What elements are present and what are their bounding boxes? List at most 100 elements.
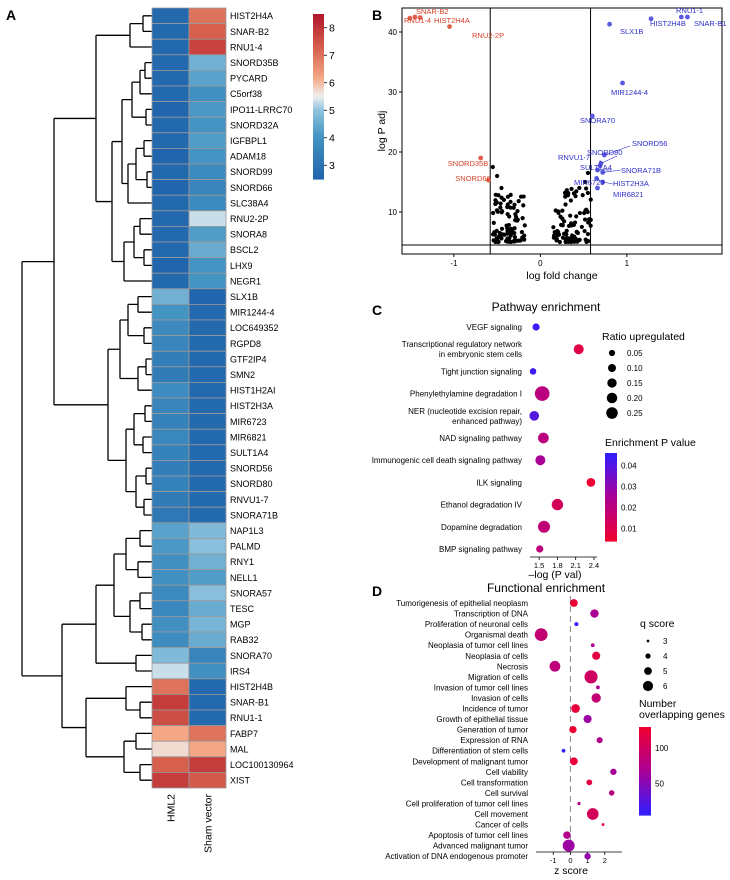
pvalue-gradient-step — [605, 510, 617, 513]
functional-dot — [561, 748, 566, 753]
volcano-up-label: SNORA71B — [621, 166, 661, 175]
ratio-legend-dot — [606, 392, 618, 404]
legend-tick-label: 4 — [329, 132, 335, 144]
functional-dot — [574, 622, 579, 627]
functional-category-label: Activation of DNA endogenous promoter — [385, 852, 528, 861]
heatmap-row-label: MIR6821 — [230, 432, 267, 442]
volcano-point — [520, 216, 525, 221]
volcano-gene-labels: RNU1-1 SNAR-B1 HIST2H4B SLX1B MIR1244-4 SNORA… — [404, 6, 727, 199]
pvalue-gradient-step — [605, 519, 617, 522]
volcano-down-point — [447, 24, 452, 29]
legend-gradient-step — [313, 14, 324, 18]
legend-tick-label: 5 — [329, 105, 335, 117]
heatmap-cell — [151, 225, 190, 243]
volcano-point — [568, 213, 573, 218]
pvalue-gradient-step — [605, 505, 617, 509]
ratio-legend-label: 0.05 — [627, 349, 643, 358]
legend-gradient-step — [313, 30, 324, 34]
volcano-point — [555, 232, 560, 237]
volcano-point — [574, 238, 579, 243]
legend-gradient-step — [313, 113, 324, 117]
heatmap-cell — [188, 725, 227, 742]
functional-dot — [584, 670, 598, 684]
heatmap-cell — [151, 709, 190, 727]
volcano-frame — [401, 7, 723, 255]
heatmap-cell — [151, 538, 190, 555]
legend-gradient-step — [313, 121, 324, 125]
volcano-point — [501, 197, 507, 202]
volcano-x-tick-label: -1 — [450, 259, 458, 268]
heatmap-row-label: SMN2 — [230, 370, 255, 380]
volcano-up-label: SNAR-B1 — [694, 19, 727, 28]
heatmap-cell — [188, 147, 227, 165]
volcano-point — [490, 210, 496, 216]
functional-category-label: Migration of cells — [468, 673, 528, 682]
heatmap-cell — [151, 147, 190, 165]
heatmap-cell — [188, 163, 227, 181]
heatmap-cell — [188, 506, 227, 524]
legend-gradient-step — [313, 80, 324, 84]
volcano-down-point — [486, 177, 491, 183]
genes-gradient-step — [639, 760, 651, 763]
pvalue-gradient-step — [605, 501, 617, 505]
heatmap-cell — [188, 194, 227, 212]
genes-gradient-step — [639, 744, 651, 748]
pvalue-gradient-step — [605, 477, 617, 480]
volcano-point — [586, 220, 591, 225]
heatmap-cell — [151, 413, 190, 430]
pvalue-gradient-step — [605, 516, 617, 520]
volcano-point — [551, 225, 556, 230]
heatmap-cell — [188, 350, 227, 368]
pathway-category-label: Tight junction signaling — [441, 367, 522, 376]
genes-gradient-step — [639, 788, 651, 792]
heatmap-cell — [151, 459, 190, 477]
functional-category-label: Advanced malignant tumor — [433, 842, 529, 851]
qscore-legend-label: 5 — [663, 667, 668, 676]
pvalue-legend-label: 0.04 — [621, 462, 637, 471]
heatmap-row-label: HIST2H4A — [230, 11, 273, 21]
volcano-point — [564, 232, 569, 237]
heatmap-cell — [188, 678, 227, 695]
legend-gradient-step — [313, 69, 324, 73]
volcano-down-point — [412, 14, 418, 20]
pvalue-gradient-step — [605, 459, 617, 463]
pvalue-gradient-step — [605, 490, 617, 494]
volcano-up-point — [648, 16, 654, 22]
legend-gradient-step — [313, 41, 324, 45]
heatmap-row-label: IGFBPL1 — [230, 136, 267, 146]
genes-gradient-step — [639, 810, 651, 814]
heatmap-cell — [151, 101, 190, 118]
functional-x-label: z score — [554, 865, 588, 877]
pvalue-gradient-step — [605, 508, 617, 511]
pvalue-gradient-step — [605, 466, 617, 469]
volcano-point — [508, 199, 513, 204]
volcano-point — [505, 202, 510, 207]
heatmap-cell — [188, 522, 227, 539]
legend-gradient-step — [313, 165, 324, 169]
qscore-legend-label: 3 — [663, 637, 668, 646]
heatmap-cell — [151, 38, 190, 56]
pvalue-gradient-step — [605, 470, 617, 474]
functional-category-label: Expression of RNA — [460, 736, 528, 745]
functional-category-label: Development of malignant tumor — [412, 757, 528, 766]
volcano-x-tick-label: 1 — [625, 259, 630, 268]
qscore-legend-dot — [645, 653, 651, 659]
legend-gradient-step — [313, 99, 324, 103]
pvalue-gradient-step — [605, 525, 617, 529]
volcano-points — [407, 14, 690, 245]
volcano-label-connector — [604, 145, 631, 156]
legend-gradient-step — [313, 168, 324, 172]
volcano-up-label: SULT1A4 — [580, 163, 612, 172]
genes-gradient-step — [639, 755, 651, 759]
pvalue-gradient-step — [605, 486, 617, 489]
volcano-point — [516, 238, 521, 243]
volcano-point — [582, 217, 588, 222]
heatmap-cell — [188, 694, 227, 711]
pathway-plot: 1.5 1.8 2.1 2.4 VEGF signaling Transcriptiona… — [372, 323, 599, 570]
heatmap-cell — [151, 616, 190, 633]
volcano-point — [499, 226, 505, 231]
volcano-label-connector — [600, 155, 618, 164]
heatmap-cell — [151, 7, 190, 25]
pvalue-gradient-step — [605, 461, 617, 465]
heatmap-cell — [151, 522, 190, 539]
